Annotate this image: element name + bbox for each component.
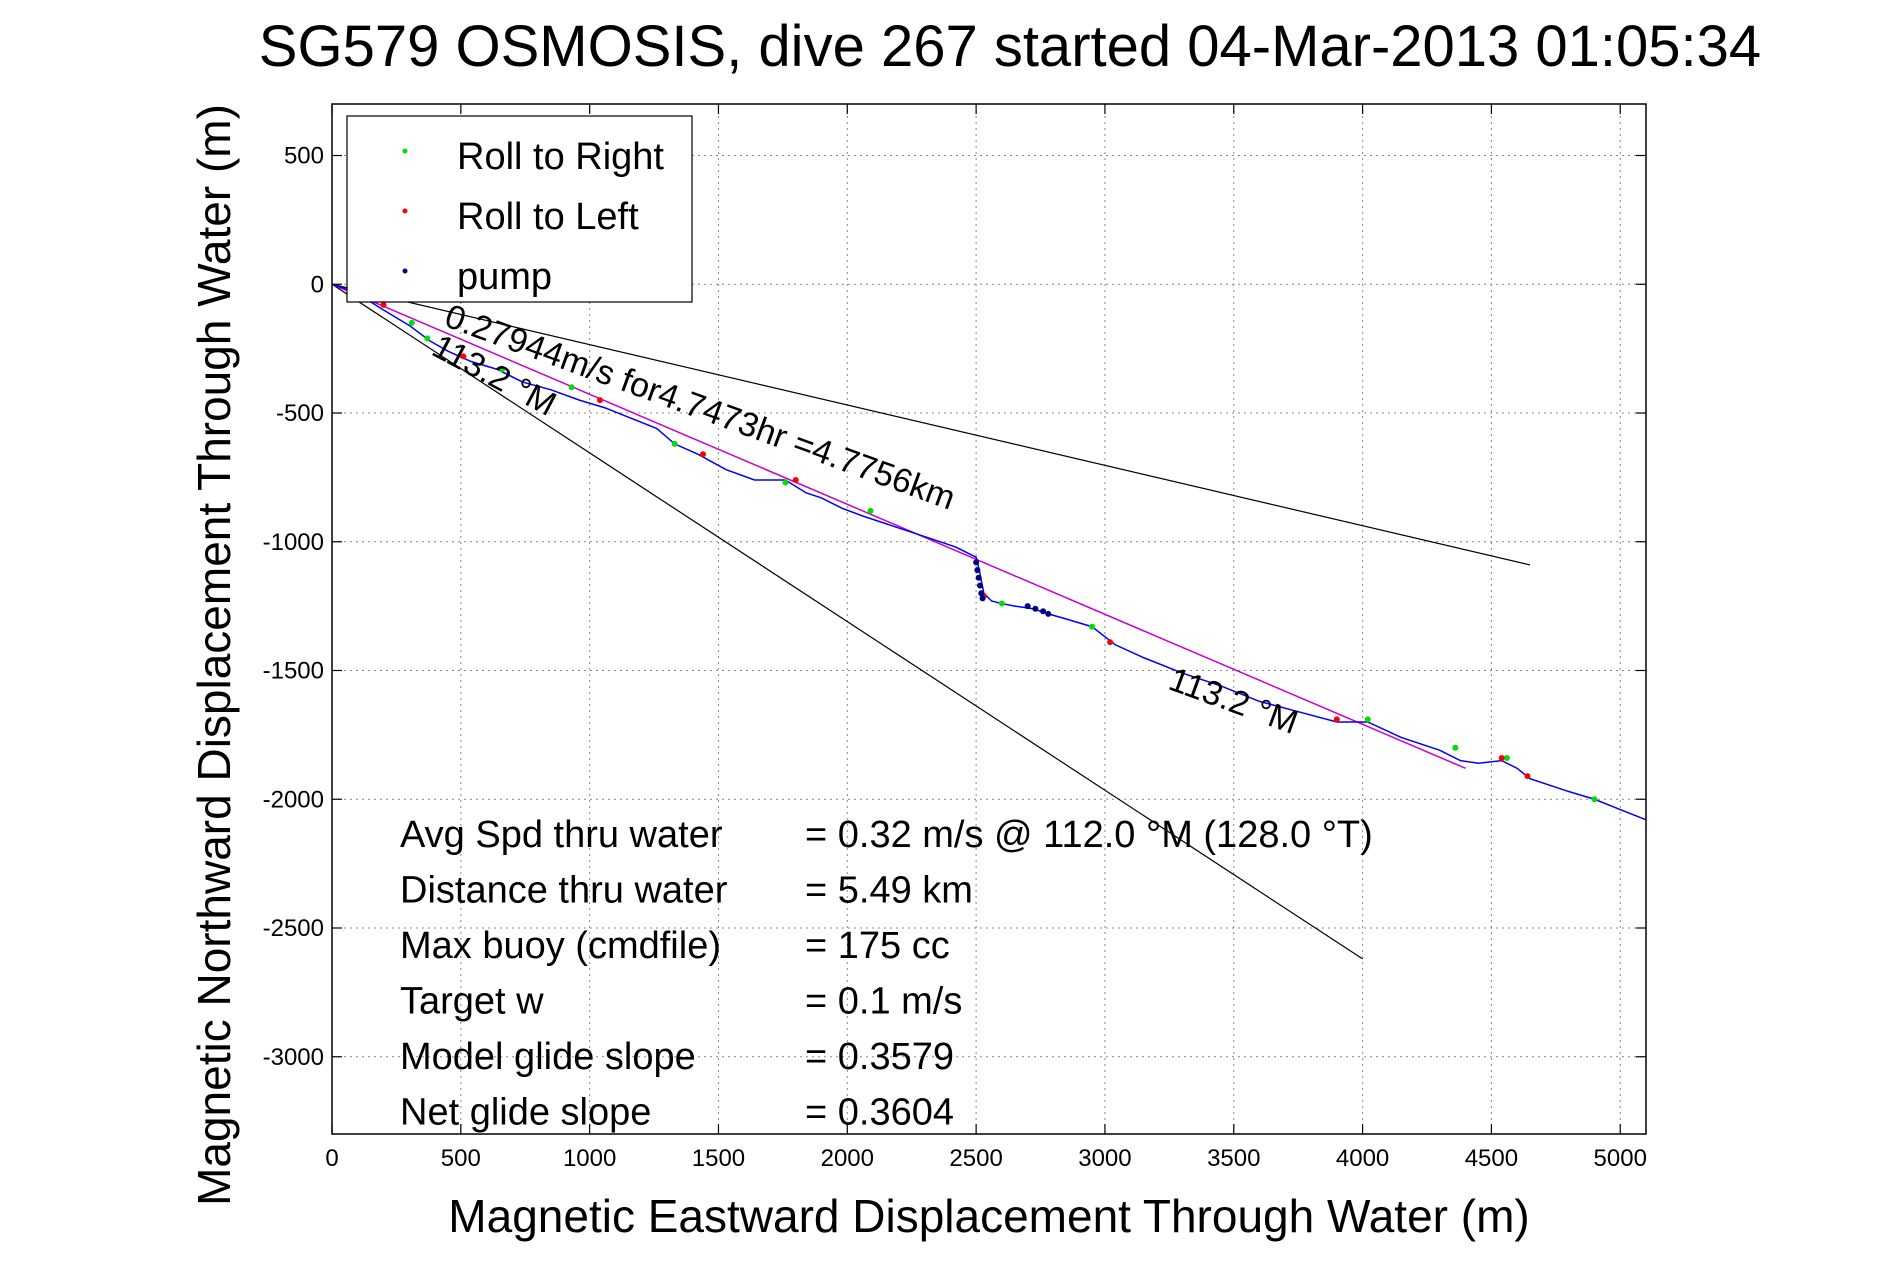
roll-right-marker <box>408 319 415 326</box>
axis-ticks: 0 500 1000 1500 2000 2500 3000 3500 4000 4500 5000… <box>263 104 1647 1172</box>
stat-value: = 0.3579 <box>805 1036 954 1078</box>
pump-marker <box>973 559 980 566</box>
roll-right-marker <box>1364 716 1371 723</box>
y-tick-label: 0 <box>311 271 324 298</box>
x-axis-label: Magnetic Eastward Displacement Through W… <box>448 1190 1529 1242</box>
stat-value: = 0.1 m/s <box>805 981 962 1023</box>
roll-right-marker <box>671 440 678 447</box>
stat-label: Model glide slope <box>400 1036 696 1078</box>
stat-label: Max buoy (cmdfile) <box>400 925 721 967</box>
y-tick-label: -1500 <box>263 658 324 685</box>
x-tick-label: 4000 <box>1336 1145 1389 1172</box>
stat-label: Avg Spd thru water <box>400 814 723 856</box>
legend-marker <box>402 208 408 214</box>
roll-right-marker <box>1591 796 1598 803</box>
roll-right-marker <box>1452 744 1459 751</box>
x-tick-label: 1000 <box>563 1145 616 1172</box>
chart-title: SG579 OSMOSIS, dive 267 started 04-Mar-2… <box>259 14 1761 79</box>
roll-left-marker <box>1107 639 1114 646</box>
y-tick-label: -500 <box>276 400 324 427</box>
x-tick-label: 2000 <box>821 1145 874 1172</box>
x-tick-label: 3000 <box>1078 1145 1131 1172</box>
y-tick-label: -3000 <box>263 1044 324 1071</box>
roll-left-marker <box>1524 773 1531 780</box>
pump-marker <box>979 595 986 602</box>
stats-block: Avg Spd thru water = 0.32 m/s @ 112.0 °M … <box>400 814 1373 1134</box>
roll-left-marker <box>380 301 387 308</box>
x-tick-label: 0 <box>325 1145 338 1172</box>
stat-value: = 175 cc <box>805 925 950 967</box>
pump-marker <box>1045 610 1052 617</box>
roll-right-marker <box>782 479 789 486</box>
roll-left-marker <box>1498 755 1505 762</box>
roll-right-marker <box>867 507 874 514</box>
stat-label: Distance thru water <box>400 870 728 912</box>
roll-left-marker <box>1333 716 1340 723</box>
x-tick-label: 5000 <box>1594 1145 1647 1172</box>
plot-area <box>332 283 1646 960</box>
roll-right-marker <box>424 335 431 342</box>
legend-label: Roll to Left <box>457 196 639 238</box>
heading-reference-line <box>332 283 1531 566</box>
x-tick-label: 3500 <box>1207 1145 1260 1172</box>
x-tick-label: 4500 <box>1465 1145 1518 1172</box>
pump-marker <box>975 574 982 581</box>
roll-right-marker <box>499 366 506 373</box>
stat-label: Target w <box>400 981 544 1023</box>
mean-heading-line <box>332 283 1466 770</box>
x-tick-label: 500 <box>441 1145 481 1172</box>
roll-left-marker <box>460 353 467 360</box>
y-tick-label: -2500 <box>263 915 324 942</box>
y-axis-label: Magnetic Northward Displacement Through … <box>188 104 240 1206</box>
pump-marker <box>978 590 985 597</box>
stat-value: = 0.3604 <box>805 1092 954 1134</box>
x-tick-label: 2500 <box>949 1145 1002 1172</box>
stat-value: = 0.32 m/s @ 112.0 °M (128.0 °T) <box>805 814 1373 856</box>
legend-marker <box>402 268 408 274</box>
roll-left-marker <box>700 451 707 458</box>
x-tick-label: 1500 <box>692 1145 745 1172</box>
axes-frame <box>331 103 1647 1135</box>
y-tick-label: -2000 <box>263 786 324 813</box>
stat-label: Net glide slope <box>400 1092 651 1134</box>
y-tick-label: -1000 <box>263 529 324 556</box>
roll-right-marker <box>568 384 575 391</box>
roll-right-marker <box>1089 623 1096 630</box>
y-tick-label: 500 <box>284 143 324 170</box>
legend: Roll to Right Roll to Left pump <box>346 115 693 303</box>
pump-marker <box>976 582 983 589</box>
roll-right-marker <box>998 600 1005 607</box>
stat-value: = 5.49 km <box>805 870 973 912</box>
heading-reference-line <box>332 283 1363 960</box>
legend-marker <box>402 148 408 154</box>
pump-marker <box>1032 605 1039 612</box>
roll-left-marker <box>596 397 603 404</box>
pump-marker <box>1024 603 1031 610</box>
pump-marker <box>1040 608 1047 615</box>
roll-left-marker <box>792 476 799 483</box>
legend-label: pump <box>457 256 552 298</box>
pump-marker <box>974 567 981 574</box>
legend-label: Roll to Right <box>457 136 664 178</box>
roll-right-marker <box>1503 755 1510 762</box>
